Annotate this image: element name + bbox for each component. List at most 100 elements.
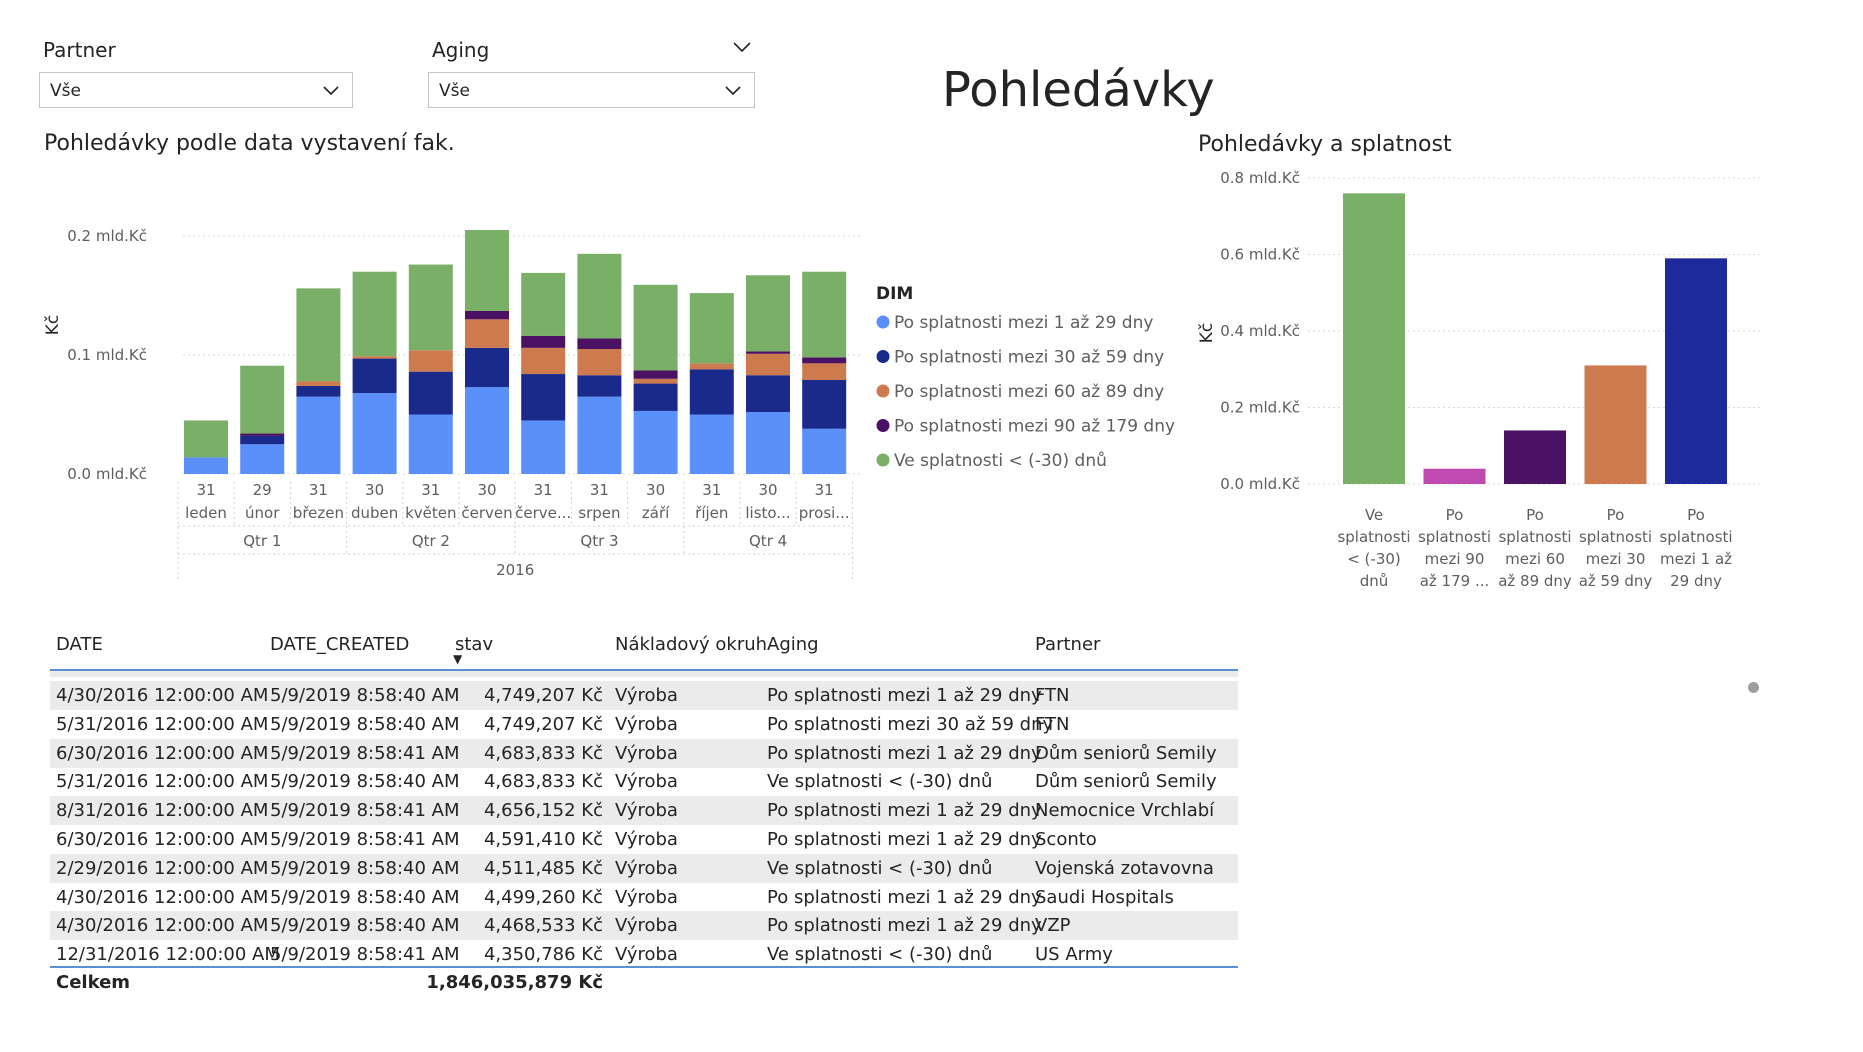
table-row[interactable]: 4/30/2016 12:00:00 AM 5/9/2019 8:58:40 AM… — [50, 681, 1238, 710]
col-header-date-created[interactable]: DATE_CREATED — [270, 634, 410, 655]
bar-segment[interactable] — [689, 369, 734, 415]
table-cell-aging: Po splatnosti mezi 1 až 29 dny — [767, 685, 1042, 706]
bar-segment[interactable] — [689, 363, 734, 370]
legend-marker[interactable] — [876, 453, 890, 467]
bar-segment[interactable] — [802, 379, 847, 429]
bar-segment[interactable] — [577, 396, 622, 474]
col-header-stav[interactable]: stav — [455, 634, 494, 655]
legend-marker[interactable] — [876, 419, 890, 432]
chart1-title: Pohledávky podle data vystavení fak. — [44, 131, 455, 156]
bar-segment[interactable] — [577, 349, 622, 376]
bar-segment[interactable] — [802, 271, 847, 358]
bar-segment[interactable] — [633, 370, 678, 379]
x-tick-month: duben — [351, 504, 398, 522]
x-tick-day: 31 — [421, 481, 440, 499]
aging-dropdown[interactable]: Vše — [428, 72, 755, 108]
bar-segment[interactable] — [633, 383, 678, 411]
bar[interactable] — [1665, 258, 1727, 484]
bar-segment[interactable] — [746, 351, 790, 354]
table-cell-partner: Vojenská zotavovna — [1035, 857, 1214, 879]
table-row[interactable]: 6/30/2016 12:00:00 AM 5/9/2019 8:58:41 AM… — [50, 738, 1238, 768]
legend-item-label[interactable]: Ve splatnosti < (-30) dnů — [894, 451, 1107, 471]
bar-segment[interactable] — [240, 433, 285, 436]
bar-segment[interactable] — [408, 264, 453, 351]
table-row[interactable]: 4/30/2016 12:00:00 AM 5/9/2019 8:58:40 AM… — [50, 911, 1238, 941]
legend-marker[interactable] — [876, 315, 890, 329]
bar-segment[interactable] — [296, 396, 341, 474]
bar-segment[interactable] — [296, 288, 341, 382]
table-row[interactable]: 8/31/2016 12:00:00 AM 5/9/2019 8:58:41 AM… — [50, 796, 1238, 826]
table-row[interactable]: 5/31/2016 12:00:00 AM 5/9/2019 8:58:40 AM… — [50, 710, 1238, 739]
bar-segment[interactable] — [746, 353, 790, 376]
table-cell-date-created: 5/9/2019 8:58:41 AM — [270, 829, 460, 850]
bar-segment[interactable] — [240, 365, 285, 434]
bar-segment[interactable] — [521, 335, 566, 348]
bar-segment[interactable] — [184, 457, 228, 474]
table-row[interactable]: 12/31/2016 12:00:00 AM 5/9/2019 8:58:41 A… — [50, 940, 1238, 969]
bar-segment[interactable] — [633, 284, 678, 371]
legend-marker[interactable] — [876, 384, 890, 398]
table-row[interactable]: 5/31/2016 12:00:00 AM 5/9/2019 8:58:40 AM… — [50, 767, 1238, 796]
table-row[interactable]: 2/29/2016 12:00:00 AM 5/9/2019 8:58:40 AM… — [50, 853, 1238, 883]
bar-segment[interactable] — [577, 375, 622, 397]
legend-item-label[interactable]: Po splatnosti mezi 30 až 59 dny — [894, 348, 1164, 368]
bar-segment[interactable] — [802, 357, 847, 364]
col-header-nakladovy-okruh[interactable]: Nákladový okruh — [615, 634, 768, 655]
bar[interactable] — [1423, 468, 1486, 484]
table-row[interactable]: 4/30/2016 12:00:00 AM 5/9/2019 8:58:40 AM… — [50, 883, 1238, 912]
y-tick-label: 0.1 mld.Kč — [67, 346, 147, 364]
bar-segment[interactable] — [521, 420, 566, 474]
scroll-indicator[interactable] — [1748, 682, 1759, 693]
bar-segment[interactable] — [408, 371, 453, 415]
bar-segment[interactable] — [465, 230, 509, 311]
x-tick-month: listo... — [745, 504, 790, 522]
bar-segment[interactable] — [465, 387, 509, 474]
legend-item-label[interactable]: Po splatnosti mezi 90 až 179 dny — [894, 417, 1175, 437]
bar-segment[interactable] — [465, 347, 509, 388]
bar-segment[interactable] — [240, 435, 285, 445]
bar-segment[interactable] — [689, 293, 734, 364]
bar-segment[interactable] — [802, 428, 847, 474]
partner-dropdown-value: Vše — [50, 81, 81, 101]
bar-segment[interactable] — [184, 420, 228, 458]
legend-item-label[interactable]: Po splatnosti mezi 1 až 29 dny — [894, 313, 1153, 333]
legend-marker[interactable] — [876, 350, 890, 363]
bar-segment[interactable] — [352, 393, 397, 474]
aging-collapse-chevron-icon[interactable] — [732, 38, 752, 56]
bar-segment[interactable] — [352, 356, 397, 359]
col-header-aging[interactable]: Aging — [767, 634, 819, 655]
bar-segment[interactable] — [577, 338, 622, 350]
bar-segment[interactable] — [577, 253, 622, 339]
bar-segment[interactable] — [521, 272, 566, 336]
bar-segment[interactable] — [296, 385, 341, 397]
col-header-date[interactable]: DATE — [56, 634, 103, 655]
bar-segment[interactable] — [689, 414, 734, 475]
bar[interactable] — [1504, 430, 1566, 484]
bar[interactable] — [1584, 365, 1647, 484]
x-tick-label: splatnosti — [1659, 528, 1732, 546]
bar-segment[interactable] — [465, 319, 509, 348]
table-row[interactable]: 6/30/2016 12:00:00 AM 5/9/2019 8:58:41 AM… — [50, 825, 1238, 854]
bar-segment[interactable] — [465, 310, 509, 320]
bar-segment[interactable] — [633, 378, 678, 384]
table-cell-stav: 4,499,260 Kč — [483, 886, 603, 908]
bar-segment[interactable] — [296, 381, 341, 386]
bar-segment[interactable] — [633, 410, 678, 474]
bar-segment[interactable] — [746, 412, 790, 474]
bar-segment[interactable] — [746, 275, 790, 352]
bar-segment[interactable] — [746, 375, 790, 413]
table-cell-n-kladov-okruh: Výroba — [615, 742, 678, 764]
bar-segment[interactable] — [521, 347, 566, 375]
x-tick-label: mezi 90 — [1425, 550, 1485, 568]
bar-segment[interactable] — [352, 271, 397, 357]
col-header-partner[interactable]: Partner — [1035, 634, 1101, 655]
partner-dropdown[interactable]: Vše — [39, 72, 353, 108]
bar-segment[interactable] — [802, 363, 847, 380]
bar-segment[interactable] — [352, 358, 397, 394]
bar-segment[interactable] — [521, 374, 566, 421]
legend-item-label[interactable]: Po splatnosti mezi 60 až 89 dny — [894, 382, 1164, 402]
bar-segment[interactable] — [408, 350, 453, 372]
bar-segment[interactable] — [408, 414, 453, 475]
bar-segment[interactable] — [240, 444, 285, 474]
bar[interactable] — [1343, 193, 1405, 485]
